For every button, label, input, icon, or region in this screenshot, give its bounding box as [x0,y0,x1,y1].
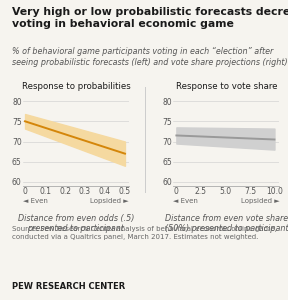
Text: Lopsided ►: Lopsided ► [241,198,279,204]
Text: Distance from even odds (.5)
presented to participant: Distance from even odds (.5) presented t… [18,214,134,233]
Text: Source: Pew Research Center analysis of behavioral economic online game,
conduct: Source: Pew Research Center analysis of … [12,226,276,240]
Text: PEW RESEARCH CENTER: PEW RESEARCH CENTER [12,282,125,291]
Title: Response to vote share: Response to vote share [176,82,277,91]
Text: ◄ Even: ◄ Even [23,198,48,204]
Text: ◄ Even: ◄ Even [173,198,198,204]
Text: Distance from even vote share
(50%) presented to participant: Distance from even vote share (50%) pres… [164,214,288,233]
Text: % of behavioral game participants voting in each “election” after
seeing probabi: % of behavioral game participants voting… [12,46,287,67]
Text: Very high or low probabilistic forecasts decrease
voting in behavioral economic : Very high or low probabilistic forecasts… [12,7,288,29]
Title: Response to probabilities: Response to probabilities [22,82,130,91]
Text: Lopsided ►: Lopsided ► [90,198,129,204]
